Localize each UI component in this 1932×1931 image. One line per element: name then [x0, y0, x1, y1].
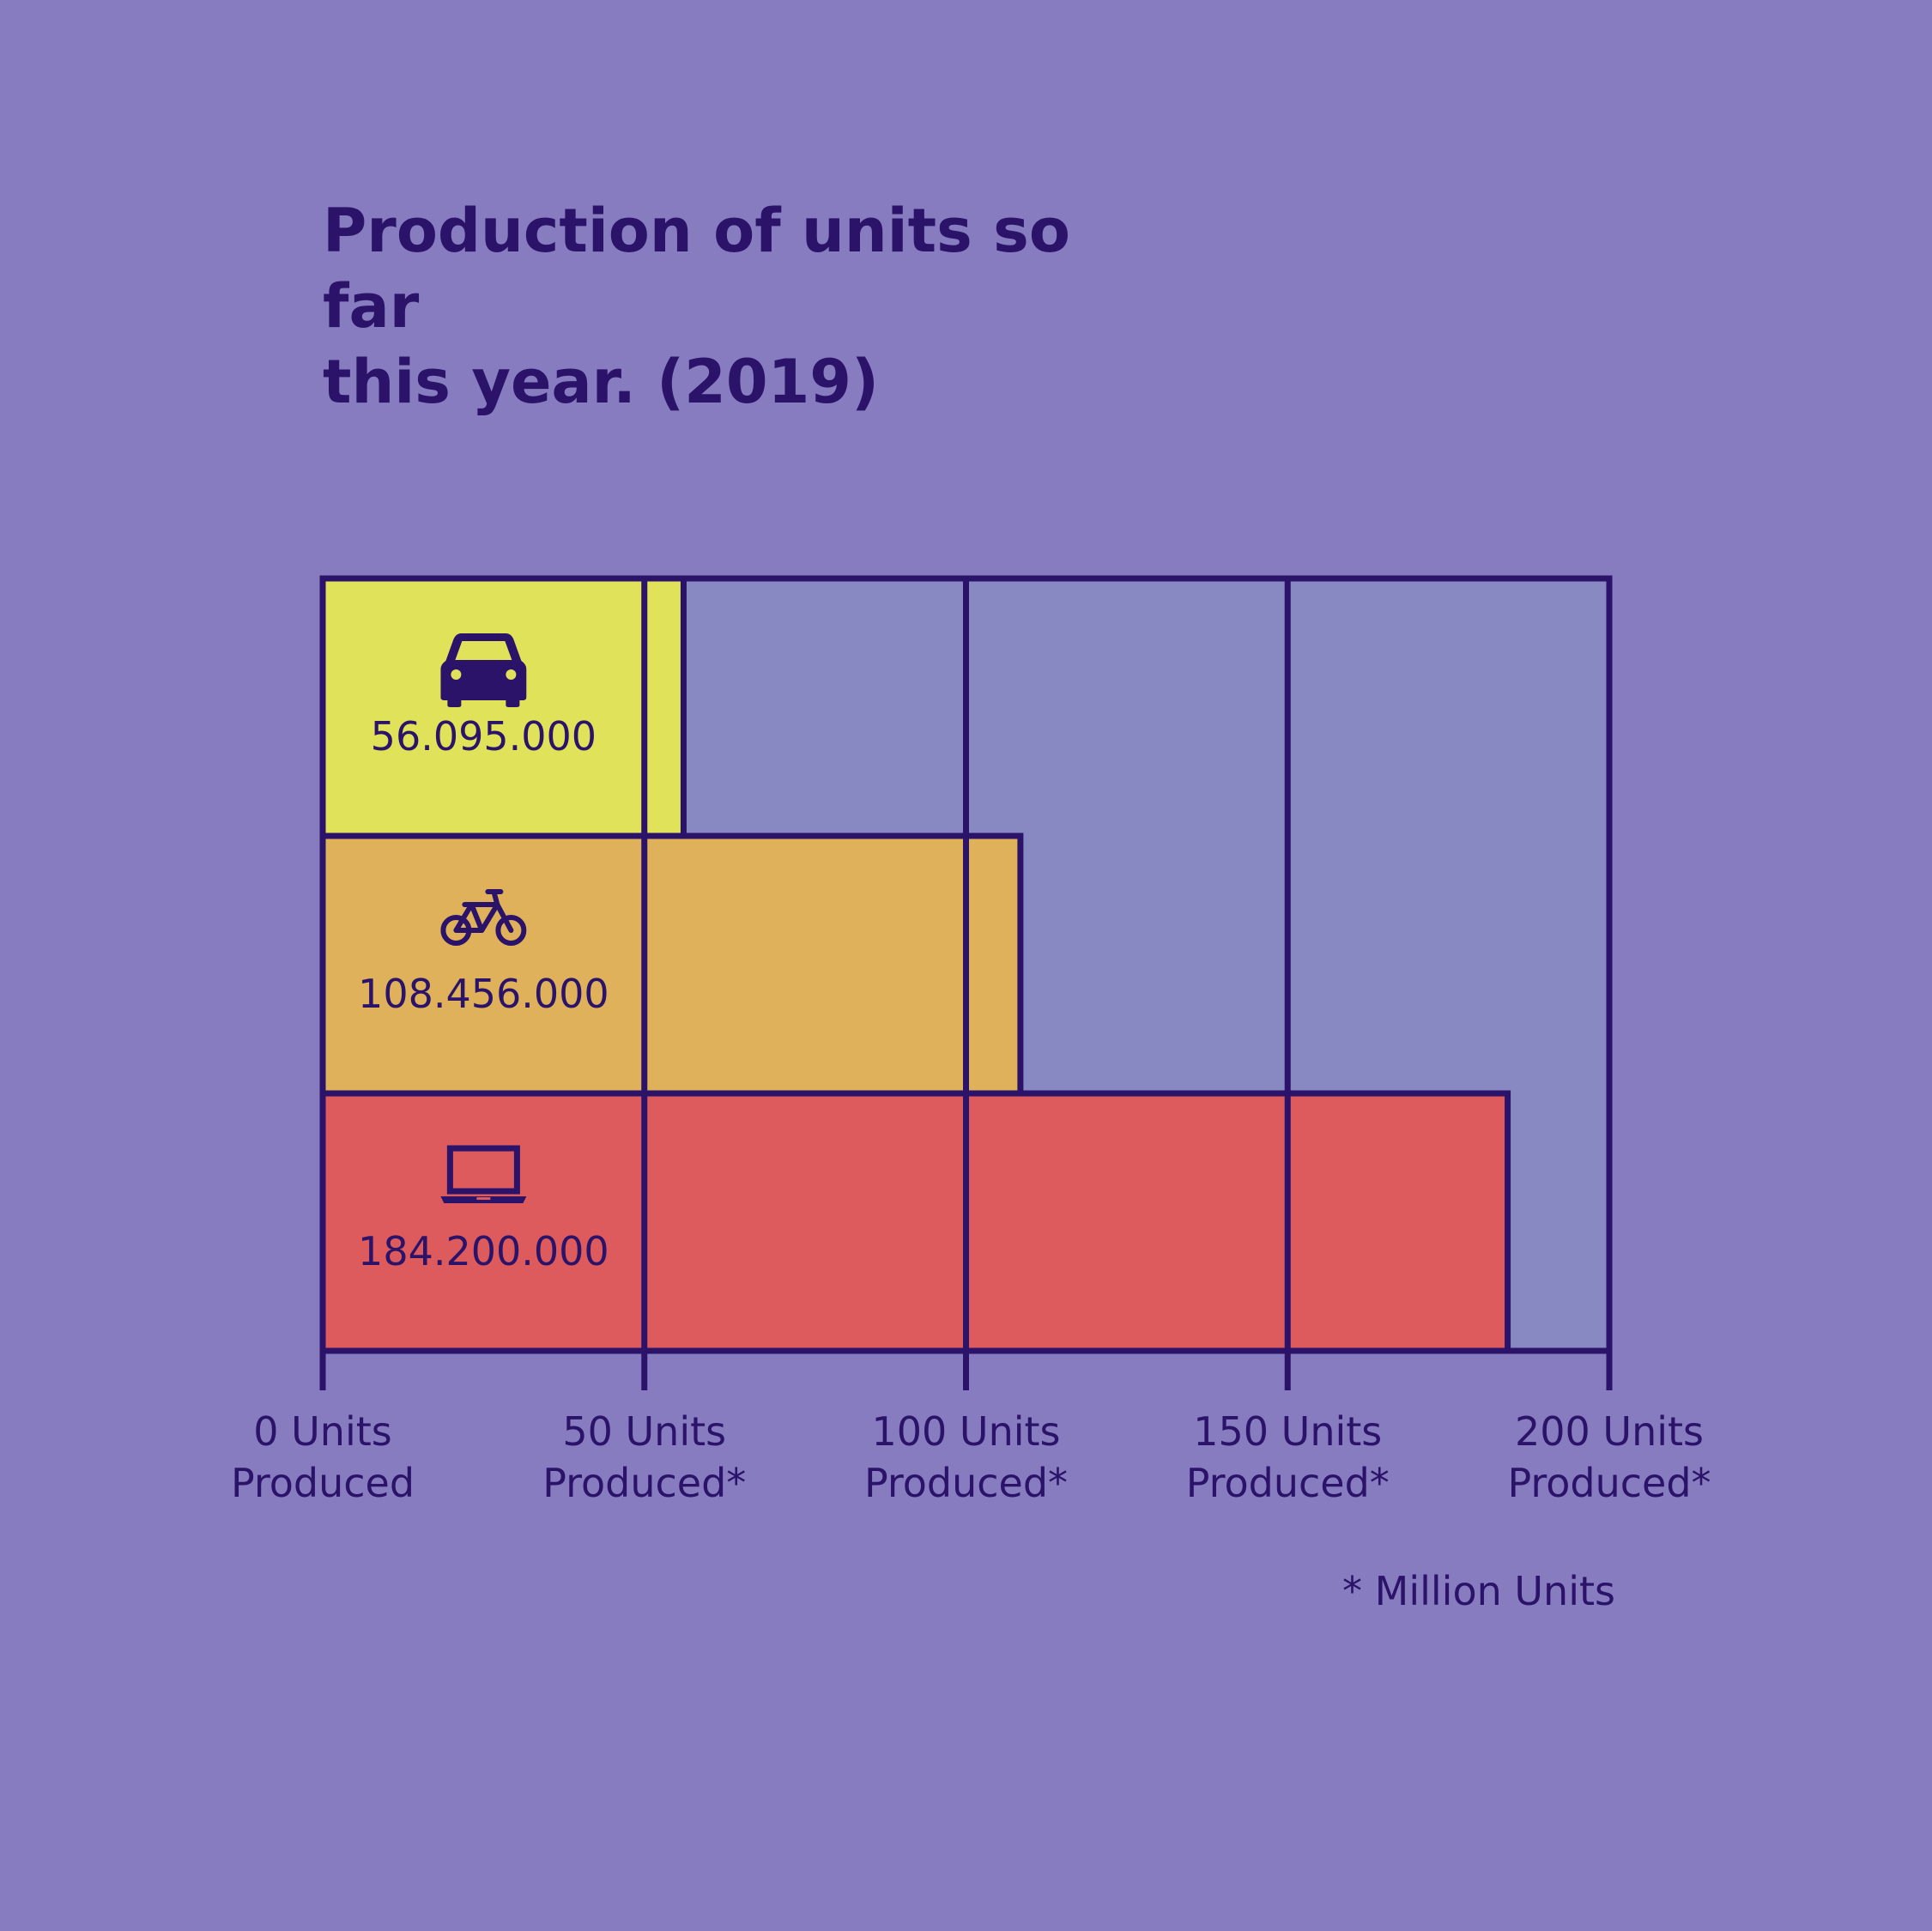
bar-value-label: 108.456.000	[358, 971, 609, 1017]
x-tick-label: 150 Units Produced*	[1186, 1408, 1390, 1506]
x-tick-label: 100 Units Produced*	[864, 1408, 1068, 1506]
chart-title: Production of units so far this year. (2…	[323, 193, 1181, 420]
bar-laptop	[319, 1090, 1511, 1354]
bar-value-label: 184.200.000	[358, 1228, 609, 1274]
chart-title-line-2: this year. (2019)	[323, 347, 879, 417]
chart-title-line-1: Production of units so far	[323, 196, 1070, 342]
x-tick-label: 200 Units Produced*	[1507, 1408, 1711, 1506]
x-tick-label: 0 Units Produced	[231, 1408, 415, 1506]
bar-value-label: 56.095.000	[371, 713, 597, 760]
footnote: * Million Units	[1342, 1568, 1615, 1614]
x-tick-label: 50 Units Produced*	[542, 1408, 746, 1506]
